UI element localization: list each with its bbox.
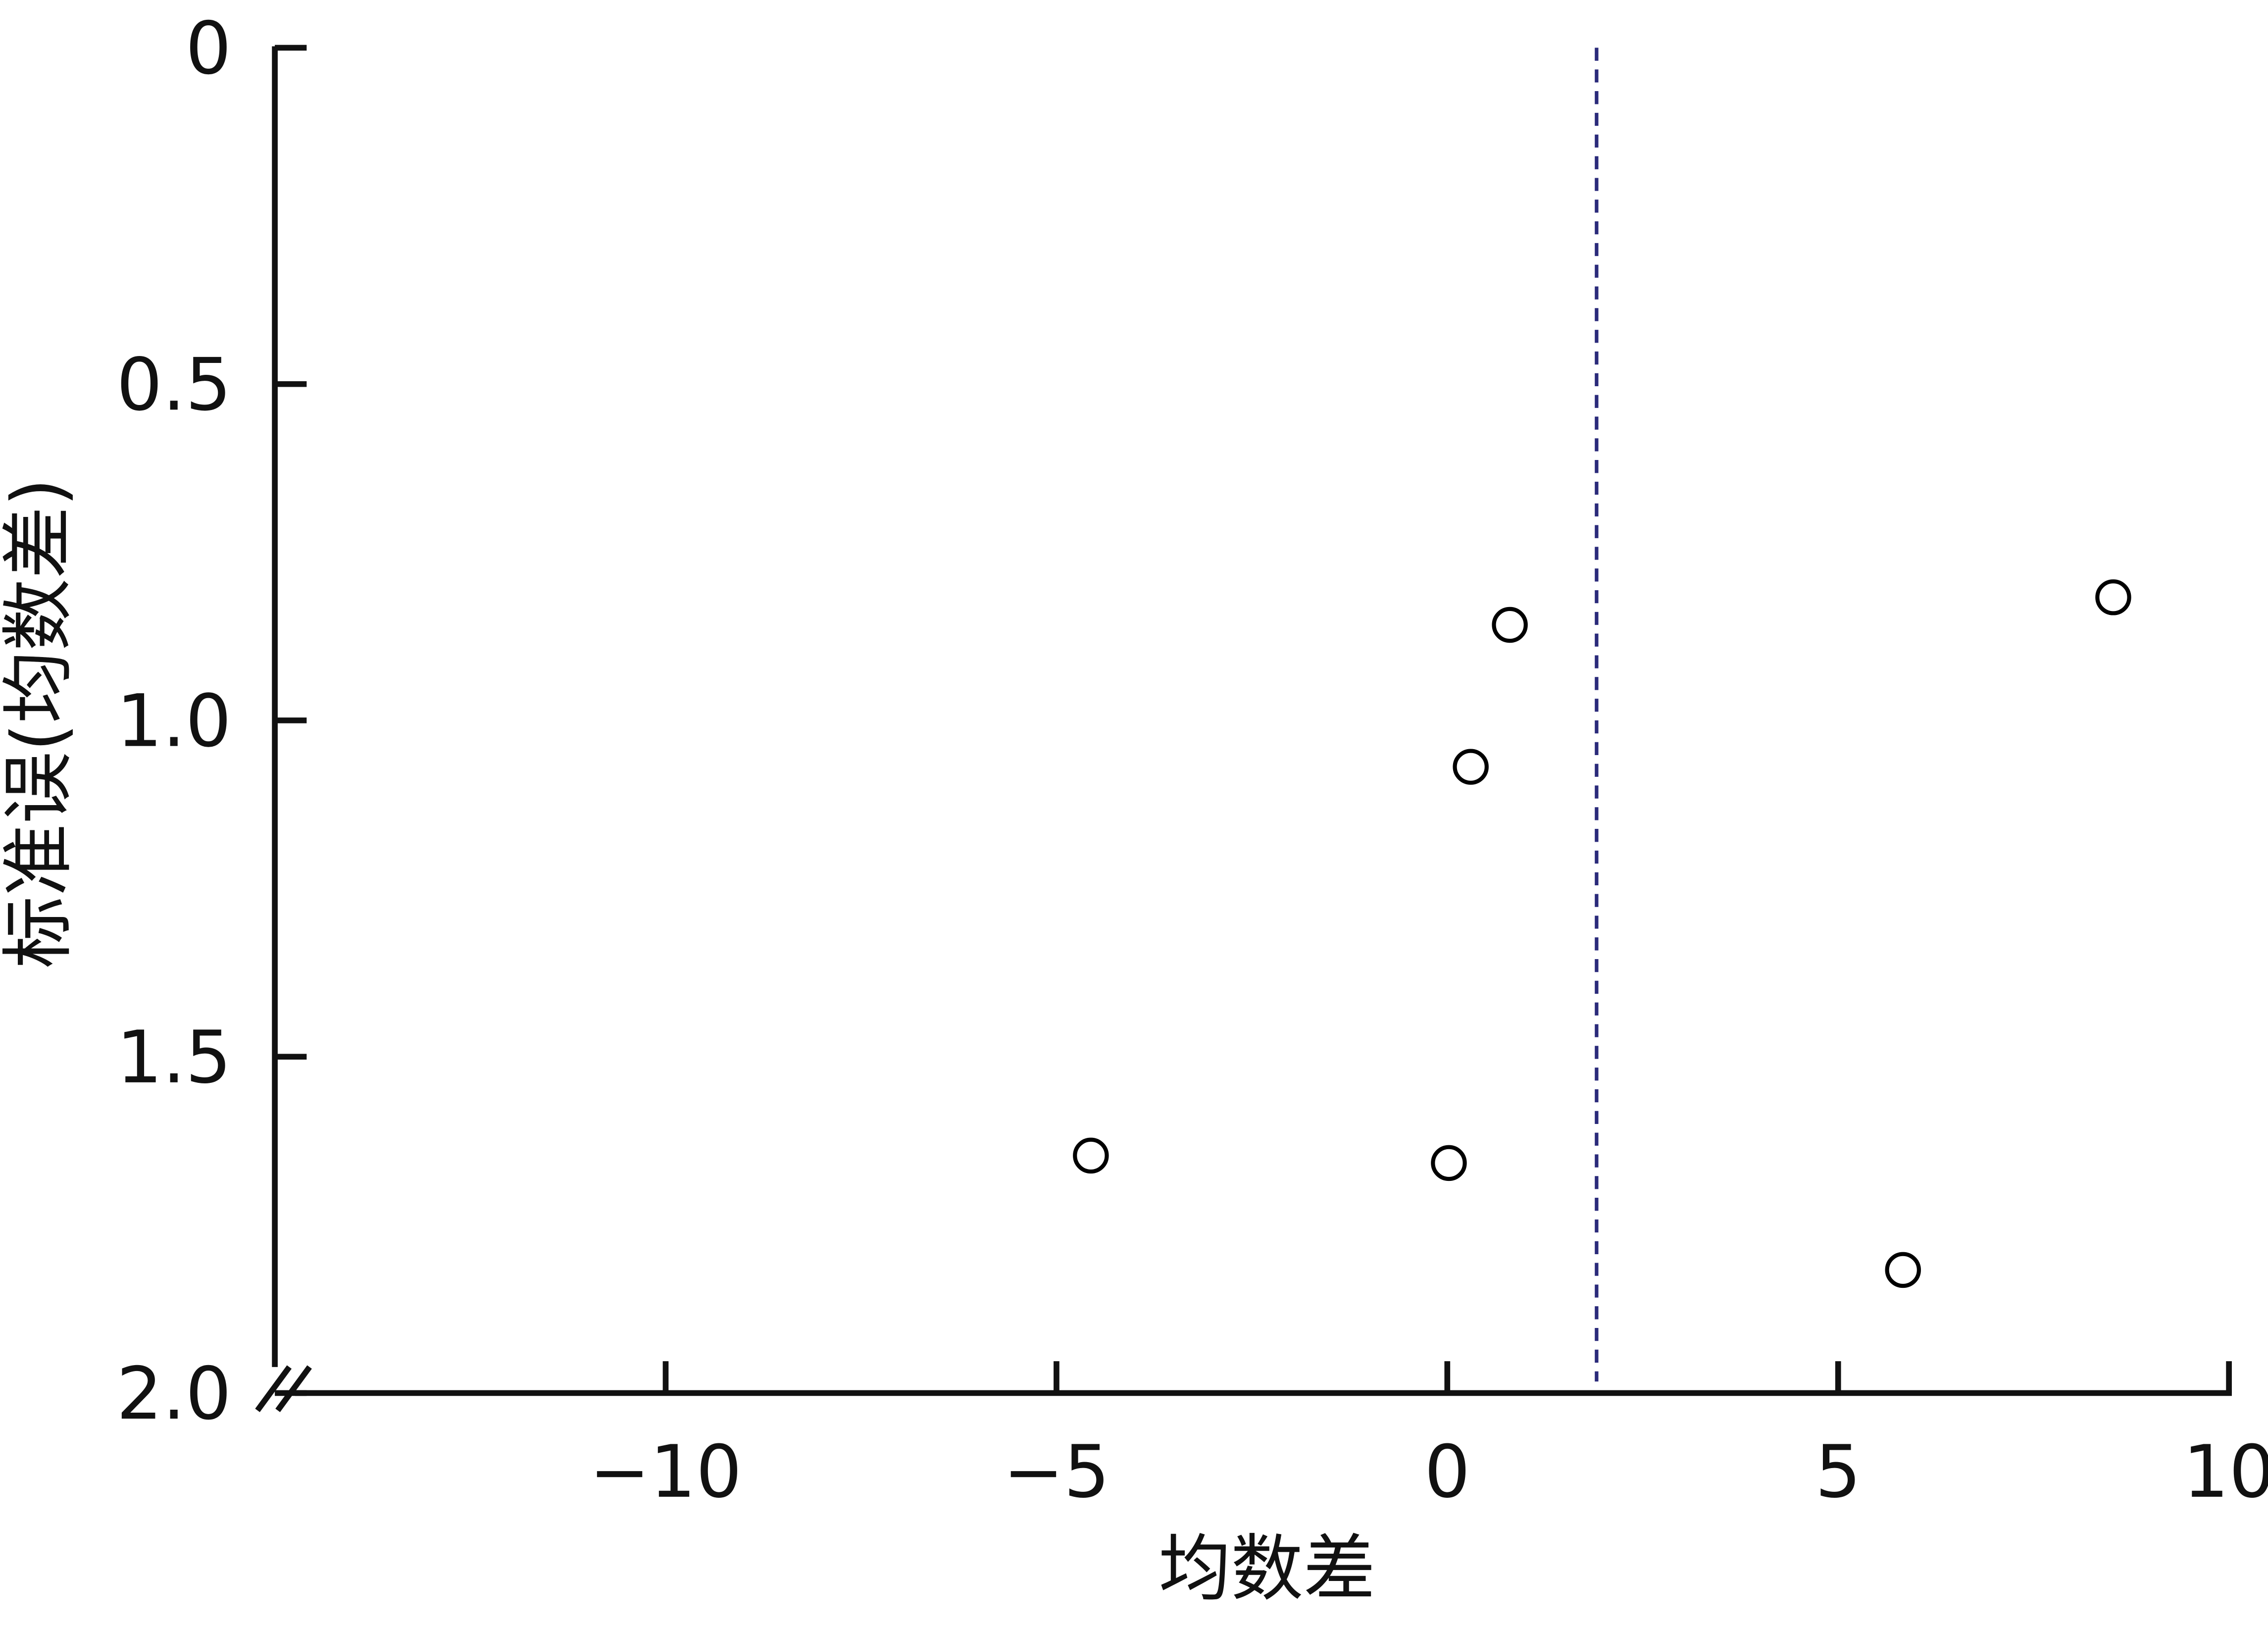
y-axis-label: 标准误(均数差): [0, 478, 81, 968]
data-point: [1453, 749, 1489, 785]
y-tick-label: 1.5: [116, 1016, 231, 1100]
data-point: [1492, 607, 1528, 643]
axis-break: [255, 1365, 292, 1412]
data-point: [1431, 1145, 1467, 1181]
x-tick-label: 5: [1815, 1430, 1861, 1514]
y-tick-label: 1.0: [116, 679, 231, 764]
data-point: [1885, 1252, 1921, 1288]
data-point: [1073, 1137, 1109, 1174]
y-tick-label: 0.5: [116, 343, 231, 427]
x-tick-label: 10: [2183, 1430, 2268, 1514]
x-axis-label: 均数差: [1159, 1527, 1375, 1611]
y-tick-label: 0: [186, 6, 232, 91]
x-tick-label: 0: [1424, 1430, 1470, 1514]
x-tick-label: −5: [1003, 1430, 1109, 1514]
x-tick-label: −10: [589, 1430, 742, 1514]
axes: [255, 46, 2232, 1412]
axis-break: [275, 1365, 312, 1412]
y-tick-label: 2.0: [116, 1352, 231, 1436]
data-point: [2095, 579, 2131, 615]
